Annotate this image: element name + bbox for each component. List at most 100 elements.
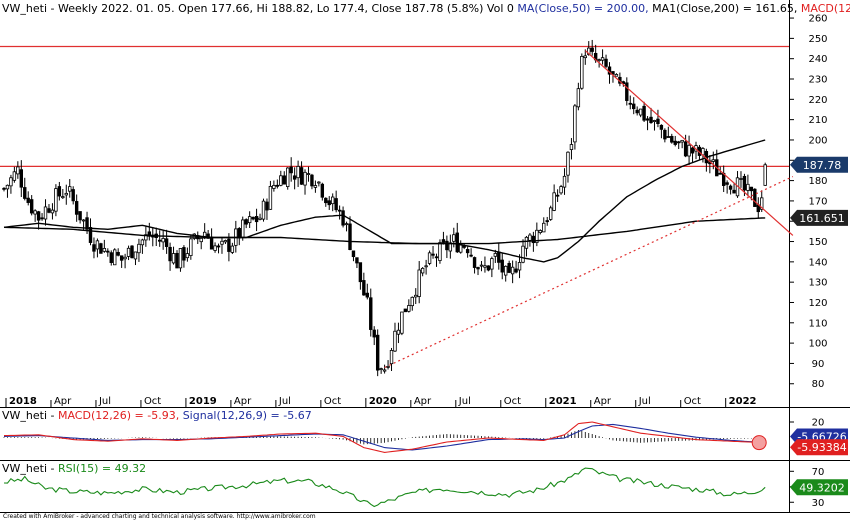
x-month-label: Apr xyxy=(234,396,252,407)
x-month-label: Oct xyxy=(684,396,701,407)
price-tags: 187.78 161.651 xyxy=(790,156,848,226)
candle-body xyxy=(171,253,176,264)
candle-body xyxy=(760,197,764,210)
trendline-dotted xyxy=(384,175,794,369)
candle-body xyxy=(164,238,169,247)
candle-body xyxy=(524,236,529,249)
x-year-label: 2022 xyxy=(729,396,757,407)
candle-body xyxy=(417,269,421,297)
candle-body xyxy=(517,262,522,271)
moving-averages xyxy=(3,139,766,263)
price-legend: VW_heti - Weekly 2022. 01. 05. Open 177.… xyxy=(2,2,850,15)
candle-body xyxy=(455,232,459,253)
candle-body xyxy=(434,256,439,259)
trendline-solid xyxy=(584,50,794,236)
candle-body xyxy=(649,116,653,124)
candle-body xyxy=(74,201,79,215)
candle-body xyxy=(258,217,262,220)
candle-body xyxy=(562,175,567,188)
candle-body xyxy=(40,217,44,220)
candle-body xyxy=(420,267,425,274)
candle-body xyxy=(2,187,6,190)
candle-body xyxy=(739,178,743,180)
candle-body xyxy=(683,141,688,157)
candle-body xyxy=(670,135,674,143)
candle-body xyxy=(448,242,453,252)
candle-body xyxy=(279,175,283,186)
ma200-tag-label: 161.651 xyxy=(799,212,845,225)
candle-body xyxy=(531,235,536,244)
candle-body xyxy=(445,240,449,251)
candle-body xyxy=(29,199,34,214)
candle-body xyxy=(503,265,508,276)
candle-body xyxy=(286,167,290,187)
candle-body xyxy=(33,210,37,215)
x-month-label: Jul xyxy=(638,396,651,407)
x-month-label: Apr xyxy=(594,396,612,407)
candle-body xyxy=(507,262,511,273)
candle-body xyxy=(548,207,553,220)
candle-body xyxy=(241,219,245,238)
candle-body xyxy=(168,246,172,262)
candle-body xyxy=(528,234,532,241)
candle-body xyxy=(344,223,349,226)
candle-body xyxy=(386,366,390,368)
x-year-label: 2021 xyxy=(549,396,577,407)
candle-body xyxy=(254,216,259,223)
candle-body xyxy=(109,252,113,263)
macd-tick-label: 20 xyxy=(812,418,825,429)
candle-body xyxy=(327,200,331,206)
candle-body xyxy=(144,234,148,241)
candle-body xyxy=(465,249,470,254)
candle-body xyxy=(687,144,691,157)
y-tick-label: 150 xyxy=(808,237,827,248)
macd-legend-signal: Signal(12,26,9) = -5.67 xyxy=(182,409,312,422)
candle-body xyxy=(514,268,518,273)
candle-body xyxy=(12,171,17,181)
candle-body xyxy=(638,108,643,116)
candle-body xyxy=(299,167,304,185)
y-tick-label: 230 xyxy=(808,75,827,86)
x-year-label: 2020 xyxy=(369,396,397,407)
candle-body xyxy=(292,175,297,180)
candle-body xyxy=(140,239,145,246)
candle-body xyxy=(175,252,179,269)
candle-body xyxy=(26,197,30,203)
macd-tag xyxy=(790,439,848,456)
candle-body xyxy=(379,368,383,371)
candle-body xyxy=(369,297,373,330)
macd-tag-label: -5.93384 xyxy=(797,441,846,454)
candle-body xyxy=(659,124,664,130)
legend-ma50: MA(Close,50) = 200.00, xyxy=(517,2,649,15)
candle-body xyxy=(490,258,494,270)
candle-body xyxy=(635,109,639,114)
candle-body xyxy=(497,251,501,263)
candle-body xyxy=(119,255,124,261)
candle-body xyxy=(303,171,307,186)
candle-body xyxy=(569,144,574,151)
macd-legend-symbol: VW_heti - xyxy=(2,409,58,422)
candle-body xyxy=(389,350,394,365)
candle-body xyxy=(57,186,62,197)
candle-body xyxy=(600,57,605,61)
ma200-line xyxy=(3,217,766,245)
candle-body xyxy=(320,183,325,198)
rsi-tag-label: 49.3202 xyxy=(799,481,845,494)
candle-body xyxy=(407,305,411,312)
candle-body xyxy=(50,209,55,214)
candle-body xyxy=(68,186,72,192)
candle-body xyxy=(157,239,162,242)
resistance-lines xyxy=(0,45,789,167)
candle-body xyxy=(486,265,491,271)
candle-body xyxy=(597,59,601,62)
candle-body xyxy=(78,211,82,221)
candle-body xyxy=(677,141,681,144)
candle-body xyxy=(251,216,255,220)
candle-body xyxy=(427,252,432,264)
signal-line xyxy=(3,423,766,451)
candle-body xyxy=(289,166,293,174)
candle-body xyxy=(396,329,401,335)
x-month-label: Apr xyxy=(414,396,432,407)
candle-body xyxy=(573,105,577,143)
x-month-label: Oct xyxy=(504,396,521,407)
